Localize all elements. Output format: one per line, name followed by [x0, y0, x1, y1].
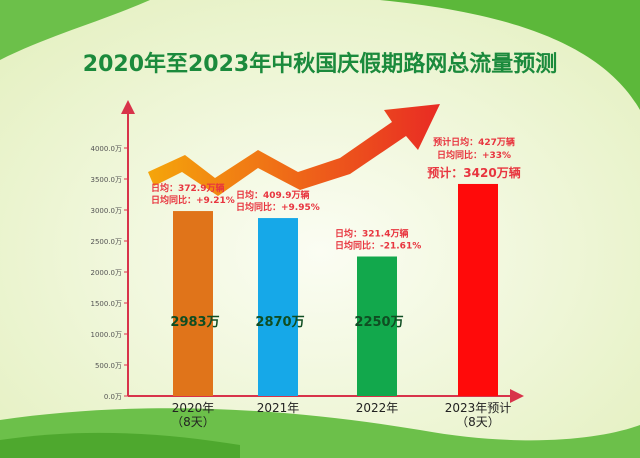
- y-tick-label: 500.0万: [95, 362, 122, 370]
- bar-3: [357, 256, 397, 396]
- bar-annotation-line: 日均：372.9万辆: [151, 182, 224, 194]
- top-right-green-swoosh: [380, 0, 640, 110]
- bar-annotation-line: 日均：321.4万辆: [335, 228, 408, 240]
- forecast-value: 3420万辆: [463, 165, 520, 180]
- x-category-label: 2023年预计: [445, 401, 512, 415]
- forecast-prefix: 预计：: [427, 165, 463, 180]
- y-tick-label: 1000.0万: [91, 331, 123, 339]
- bar-annotation-line: 预计日均：427万辆: [433, 136, 515, 148]
- x-axis-arrowhead: [510, 389, 524, 403]
- y-tick-label: 4000.0万: [91, 145, 123, 153]
- y-tick-label: 3500.0万: [91, 176, 123, 184]
- x-category-label: 2020年: [172, 401, 215, 415]
- bar-value-label: 2250万: [354, 315, 403, 330]
- bar-annotation-line: 日均同比：+33%: [437, 149, 511, 161]
- y-tick-label: 3000.0万: [91, 207, 123, 215]
- y-tick-label: 0.0万: [104, 393, 122, 401]
- bar-1: [173, 211, 213, 396]
- y-tick-label: 1500.0万: [91, 300, 123, 308]
- bar-annotation-line: 日均同比：-21.61%: [335, 240, 421, 252]
- bottom-left-green-wave: [0, 432, 240, 458]
- x-category-label: （8天）: [456, 415, 500, 429]
- y-tick-label: 2000.0万: [91, 269, 123, 277]
- x-category-label: （8天）: [171, 415, 215, 429]
- bar-4: [458, 183, 498, 396]
- x-category-label: 2022年: [356, 401, 399, 415]
- bar-2: [258, 218, 298, 396]
- x-category-label: 2021年: [257, 401, 300, 415]
- bar-annotation-line: 日均同比：+9.21%: [151, 194, 235, 206]
- y-tick-label: 2500.0万: [91, 238, 123, 246]
- y-axis-arrowhead: [121, 100, 135, 114]
- bar-annotation-line: 日均同比：+9.95%: [236, 201, 320, 213]
- forecast-value-label: 预计：3420万辆: [427, 165, 520, 180]
- bar-value-label: 2870万: [255, 315, 304, 330]
- top-left-green-swoosh: [0, 0, 150, 60]
- chart-title: 2020年至2023年中秋国庆假期路网总流量预测: [82, 52, 558, 77]
- rising-trend-arrow: [148, 104, 440, 196]
- bar-annotation-line: 日均：409.9万辆: [236, 189, 309, 201]
- bar-value-label: 2983万: [170, 315, 219, 330]
